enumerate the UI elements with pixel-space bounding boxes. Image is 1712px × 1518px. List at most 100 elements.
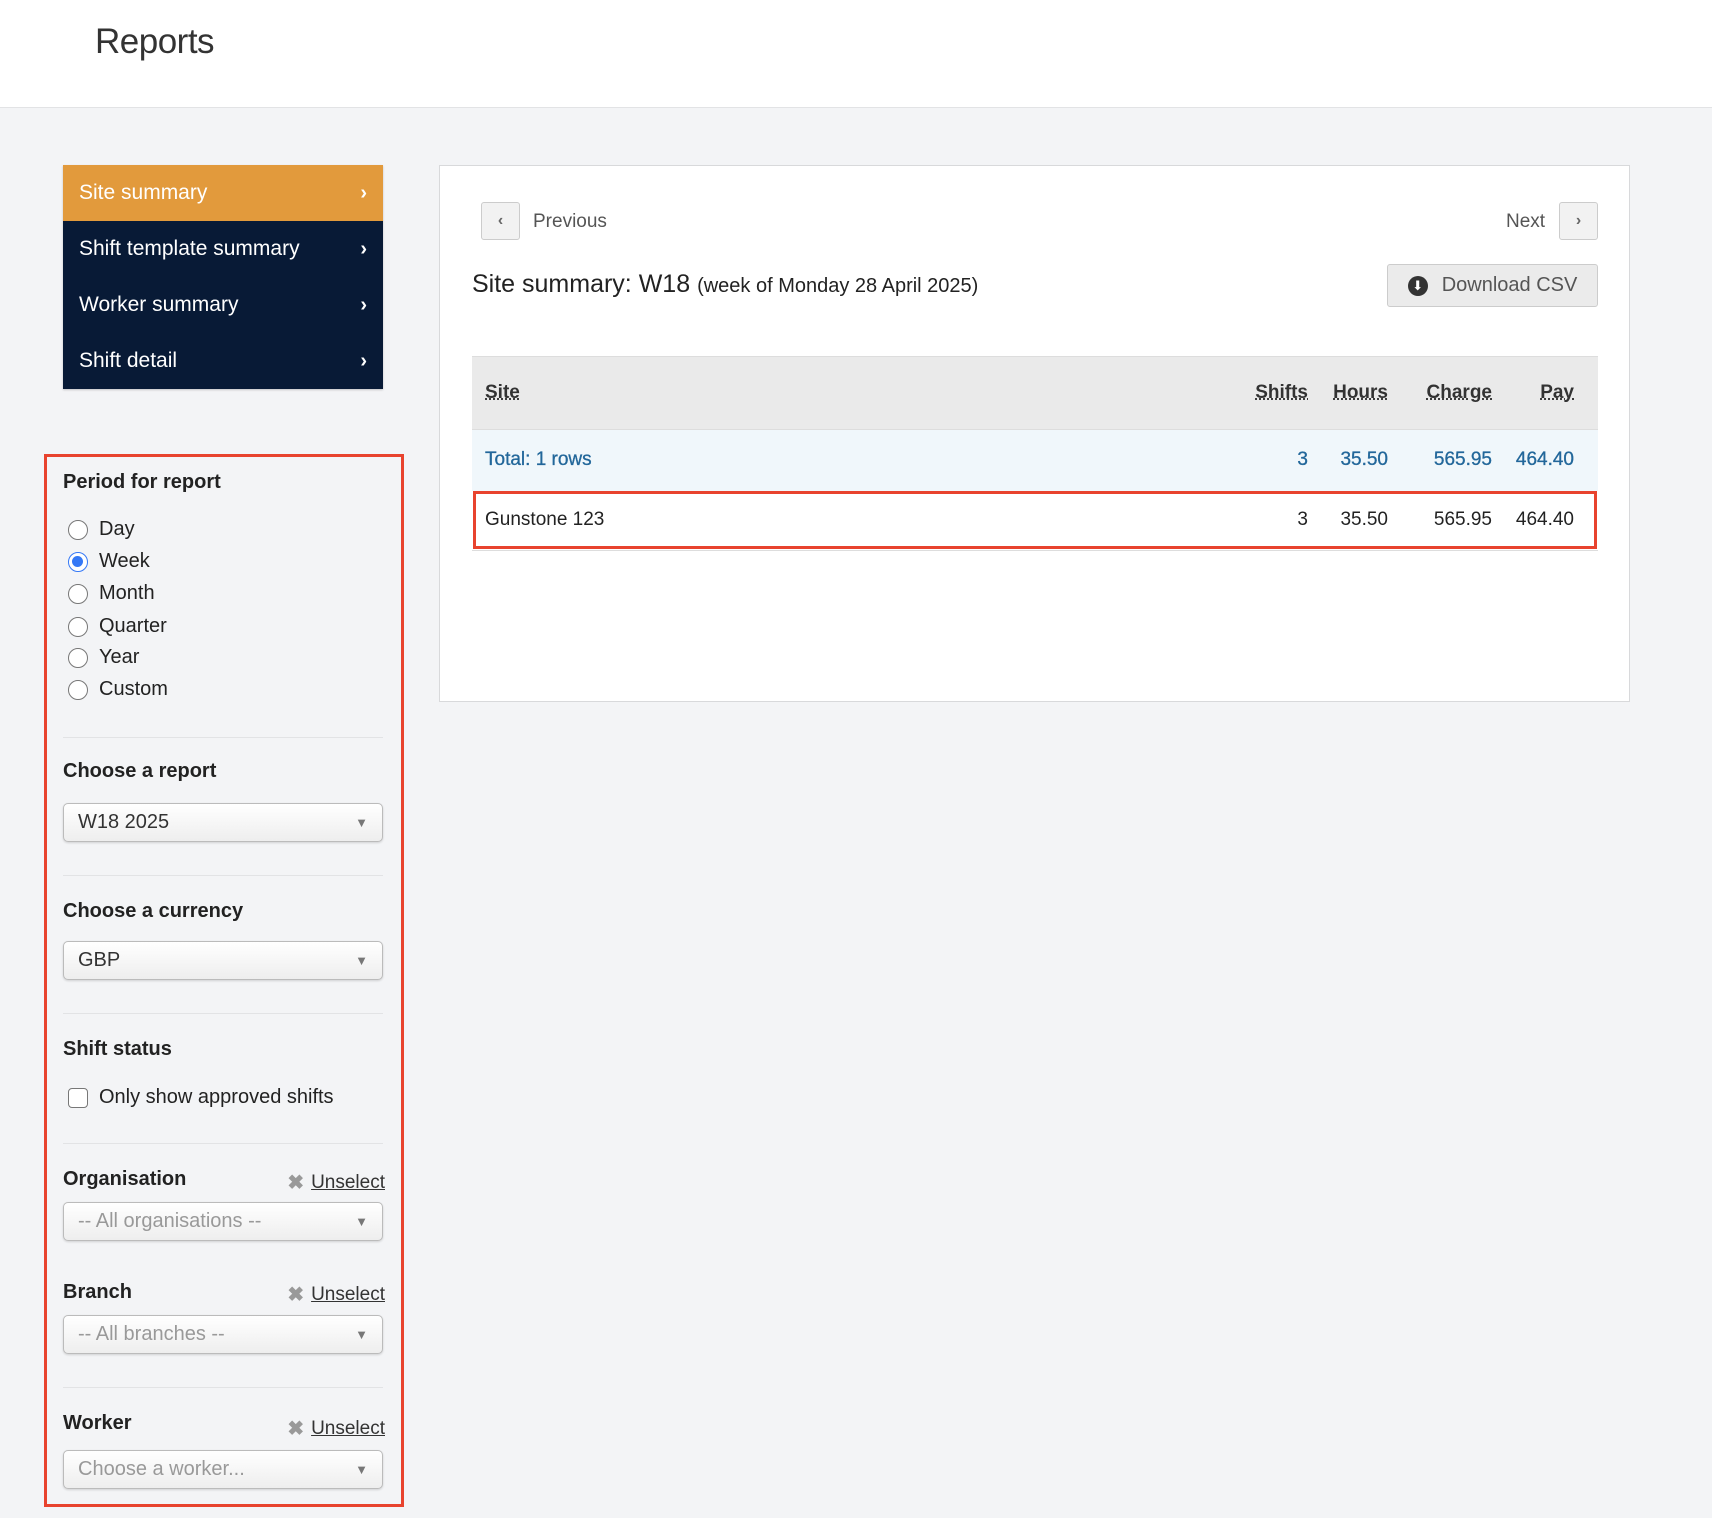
caret-down-icon: ▼ [355,953,368,968]
column-header-hours[interactable]: Hours [1318,356,1398,430]
caret-down-icon: ▼ [355,1214,368,1229]
branch-unselect[interactable]: ✖ Unselect [287,1282,385,1307]
branch-label: Branch [63,1281,132,1303]
page-header: Reports [0,0,1712,108]
currency-label: Choose a currency [63,900,244,922]
chevron-right-icon: › [360,181,367,204]
period-label: Period for report [63,471,221,493]
report-label: Choose a report [63,760,217,782]
column-header-charge[interactable]: Charge [1398,356,1502,430]
radio-day[interactable]: Day [68,518,135,541]
close-icon: ✖ [287,1284,305,1306]
radio-quarter[interactable]: Quarter [68,615,167,638]
column-header-pay[interactable]: Pay [1502,356,1598,430]
nav-item-worker-summary[interactable]: Worker summary › [63,277,383,333]
branch-select[interactable]: -- All branches -- ▼ [63,1315,383,1354]
report-select[interactable]: W18 2025 ▼ [63,803,383,842]
worker-select[interactable]: Choose a worker... ▼ [63,1450,383,1489]
organisation-unselect[interactable]: ✖ Unselect [287,1170,385,1195]
radio-label: Day [99,518,135,540]
cell-shifts: 3 [1228,490,1318,551]
report-title: Site summary: W18 (week of Monday 28 Apr… [472,270,978,299]
next-link[interactable]: Next [1506,211,1546,232]
organisation-label: Organisation [63,1168,187,1190]
radio-month[interactable]: Month [68,582,155,605]
checkbox-label: Only show approved shifts [99,1086,334,1108]
radio-week[interactable]: Week [68,550,150,573]
site-summary-table: Site Shifts Hours Charge Pay Total: 1 ro… [472,356,1598,551]
chevron-right-icon: › [360,349,367,372]
previous-button[interactable]: ‹ [481,202,520,240]
worker-label: Worker [63,1412,132,1434]
previous-link[interactable]: Previous [533,211,607,232]
radio-label: Quarter [99,615,167,637]
chevron-right-icon: › [1575,212,1582,229]
radio-button[interactable] [68,647,88,668]
report-title-text: Site summary: W18 [472,270,691,298]
select-placeholder: -- All branches -- [78,1323,225,1345]
radio-label: Month [99,582,155,604]
unselect-link[interactable]: Unselect [311,1283,385,1305]
page-title: Reports [95,22,215,61]
radio-button[interactable] [68,551,88,572]
organisation-select[interactable]: -- All organisations -- ▼ [63,1202,383,1241]
currency-select[interactable]: GBP ▼ [63,941,383,980]
nav-item-shift-detail[interactable]: Shift detail › [63,333,383,389]
table-header-row: Site Shifts Hours Charge Pay [472,356,1598,430]
cell-charge: 565.95 [1398,490,1502,551]
close-icon: ✖ [287,1172,305,1194]
radio-label: Custom [99,678,168,700]
next-button[interactable]: › [1559,202,1598,240]
report-nav: Site summary › Shift template summary › Wo… [63,165,383,389]
chevron-left-icon: ‹ [497,212,504,229]
worker-unselect[interactable]: ✖ Unselect [287,1416,385,1441]
divider [63,1013,383,1014]
nav-item-site-summary[interactable]: Site summary › [63,165,383,221]
nav-item-label: Site summary [79,181,208,204]
download-icon: ⬇ [1407,275,1428,296]
report-subtitle: (week of Monday 28 April 2025) [697,275,979,297]
chevron-right-icon: › [360,237,367,260]
table-row: Gunstone 123 3 35.50 565.95 464.40 [472,490,1598,551]
divider [63,1143,383,1144]
download-csv-button[interactable]: ⬇ Download CSV [1387,264,1598,307]
divider [63,1387,383,1388]
nav-item-shift-template-summary[interactable]: Shift template summary › [63,221,383,277]
total-pay: 464.40 [1502,429,1598,491]
total-shifts: 3 [1228,429,1318,491]
radio-year[interactable]: Year [68,646,139,669]
cell-hours: 35.50 [1318,490,1398,551]
nav-item-label: Shift template summary [79,237,300,260]
unselect-link[interactable]: Unselect [311,1171,385,1193]
report-filters: Period for report Day Week Month Quarter… [44,454,404,1507]
nav-item-label: Shift detail [79,349,178,372]
total-charge: 565.95 [1398,429,1502,491]
radio-button[interactable] [68,583,88,604]
chevron-right-icon: › [360,293,367,316]
cell-pay: 464.40 [1502,490,1598,551]
divider [63,737,383,738]
column-header-shifts[interactable]: Shifts [1228,356,1318,430]
caret-down-icon: ▼ [355,1462,368,1477]
caret-down-icon: ▼ [355,815,368,830]
unselect-link[interactable]: Unselect [311,1417,385,1439]
close-icon: ✖ [287,1418,305,1440]
radio-label: Year [99,646,140,668]
nav-item-label: Worker summary [79,293,239,316]
radio-button[interactable] [68,679,88,700]
total-label: Total: 1 rows [472,429,1228,491]
total-row: Total: 1 rows 3 35.50 565.95 464.40 [472,429,1598,491]
radio-custom[interactable]: Custom [68,678,168,701]
select-placeholder: Choose a worker... [78,1458,245,1480]
checkbox[interactable] [68,1087,88,1108]
report-panel: ‹ Previous Next › Site summary: W18 (wee… [439,165,1630,702]
total-hours: 35.50 [1318,429,1398,491]
column-header-site[interactable]: Site [472,356,1228,430]
shift-status-label: Shift status [63,1038,172,1060]
radio-button[interactable] [68,519,88,540]
radio-label: Week [99,550,150,572]
caret-down-icon: ▼ [355,1327,368,1342]
approved-shifts-checkbox[interactable]: Only show approved shifts [68,1086,334,1109]
radio-button[interactable] [68,616,88,637]
download-csv-label: Download CSV [1441,274,1578,296]
